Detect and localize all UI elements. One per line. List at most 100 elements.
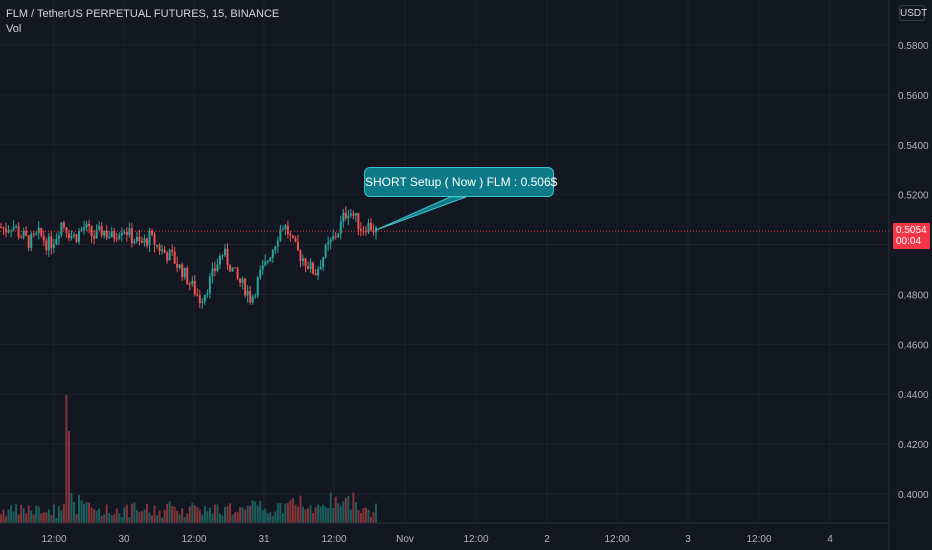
volume-bar xyxy=(143,509,146,523)
volume-bar xyxy=(70,493,73,523)
price-axis: 0.58000.56000.54000.52000.50000.48000.46… xyxy=(888,0,929,550)
candle-body xyxy=(153,234,156,246)
bar-countdown: 00:04 xyxy=(896,236,922,247)
volume-bar xyxy=(113,514,116,523)
volume-bar xyxy=(32,514,35,523)
candle-body xyxy=(176,263,179,268)
volume-bar xyxy=(259,500,262,523)
volume-bar xyxy=(251,500,254,523)
volume-bar xyxy=(98,508,101,523)
volume-indicator-label[interactable]: Vol xyxy=(6,23,22,35)
volume-bar xyxy=(135,510,138,523)
candle-body xyxy=(22,231,25,238)
volume-bar xyxy=(130,503,133,523)
currency-button[interactable]: USDT xyxy=(899,5,927,21)
volume-bar xyxy=(211,513,214,523)
volume-bar xyxy=(364,507,367,523)
candle-body xyxy=(125,231,128,235)
x-tick-label: 4 xyxy=(827,534,833,545)
candle-body xyxy=(88,223,91,227)
volume-bar xyxy=(342,501,345,523)
volume-bars xyxy=(0,395,377,523)
volume-bar xyxy=(183,516,186,523)
candle-body xyxy=(332,236,335,240)
volume-bar xyxy=(354,502,357,523)
volume-bar xyxy=(75,514,78,523)
volume-bar xyxy=(140,511,143,523)
volume-bar xyxy=(291,498,294,523)
volume-bar xyxy=(229,503,232,523)
candle-body xyxy=(274,246,277,250)
volume-bar xyxy=(133,502,136,523)
volume-bar xyxy=(125,504,128,523)
candle-body xyxy=(372,230,375,233)
volume-bar xyxy=(37,506,40,523)
x-tick-label: 30 xyxy=(118,534,130,545)
volume-bar xyxy=(12,511,15,523)
volume-bar xyxy=(181,508,184,523)
candle-body xyxy=(20,237,23,239)
candle-body xyxy=(37,227,40,233)
volume-bar xyxy=(168,501,171,523)
y-tick-label: 0.4400 xyxy=(898,390,929,401)
candle-body xyxy=(251,296,254,303)
candle-body xyxy=(78,231,81,242)
annotation-callout[interactable]: SHORT Setup ( Now ) FLM : 0.506$ xyxy=(364,167,557,197)
candle-body xyxy=(369,222,372,231)
candle-body xyxy=(17,226,20,238)
candle-body xyxy=(271,249,274,258)
volume-bar xyxy=(367,509,370,523)
volume-bar xyxy=(302,506,305,523)
volume-bar xyxy=(17,514,20,523)
candle-body xyxy=(108,237,111,239)
candle-body xyxy=(196,294,199,296)
volume-bar xyxy=(186,513,189,523)
candle-body xyxy=(261,265,264,270)
volume-bar xyxy=(213,504,216,523)
candle-body xyxy=(173,251,176,264)
candle-body xyxy=(57,235,60,239)
volume-bar xyxy=(223,507,226,523)
chart-grid xyxy=(0,0,889,523)
symbol-title[interactable]: FLM / TetherUS PERPETUAL FUTURES, 15, BI… xyxy=(6,8,280,20)
candle-body xyxy=(45,240,48,251)
volume-bar xyxy=(62,503,65,523)
candle-body xyxy=(143,238,146,243)
candle-body xyxy=(357,213,360,230)
volume-bar xyxy=(369,516,372,523)
candle-body xyxy=(339,221,342,234)
volume-bar xyxy=(274,511,277,523)
candle-body xyxy=(359,229,362,231)
volume-bar xyxy=(244,509,247,523)
y-tick-label: 0.4000 xyxy=(898,490,929,501)
volume-bar xyxy=(100,515,103,523)
volume-bar xyxy=(234,512,237,523)
candle-body xyxy=(246,290,249,296)
y-tick-label: 0.5200 xyxy=(898,191,929,202)
candle-body xyxy=(208,276,211,294)
candlestick-series xyxy=(0,206,377,309)
candle-body xyxy=(118,235,121,239)
chart-overlays xyxy=(0,196,889,232)
x-tick-label: 12:00 xyxy=(181,534,206,545)
volume-bar xyxy=(40,513,43,523)
candle-body xyxy=(178,264,181,268)
volume-bar xyxy=(123,507,126,523)
candle-body xyxy=(241,278,244,283)
candle-body xyxy=(65,227,68,234)
volume-bar xyxy=(279,503,282,523)
candle-body xyxy=(27,235,30,249)
candle-body xyxy=(145,238,148,246)
y-tick-label: 0.4800 xyxy=(898,290,929,301)
candle-body xyxy=(15,226,18,228)
volume-bar xyxy=(216,504,219,523)
candle-body xyxy=(95,229,98,239)
x-tick-label: 12:00 xyxy=(604,534,629,545)
candle-body xyxy=(55,238,58,245)
last-price-tag: 0.5054 00:04 xyxy=(893,223,930,249)
volume-bar xyxy=(93,509,96,523)
candle-body xyxy=(342,212,345,222)
candle-body xyxy=(138,236,141,241)
volume-bar xyxy=(52,504,55,523)
